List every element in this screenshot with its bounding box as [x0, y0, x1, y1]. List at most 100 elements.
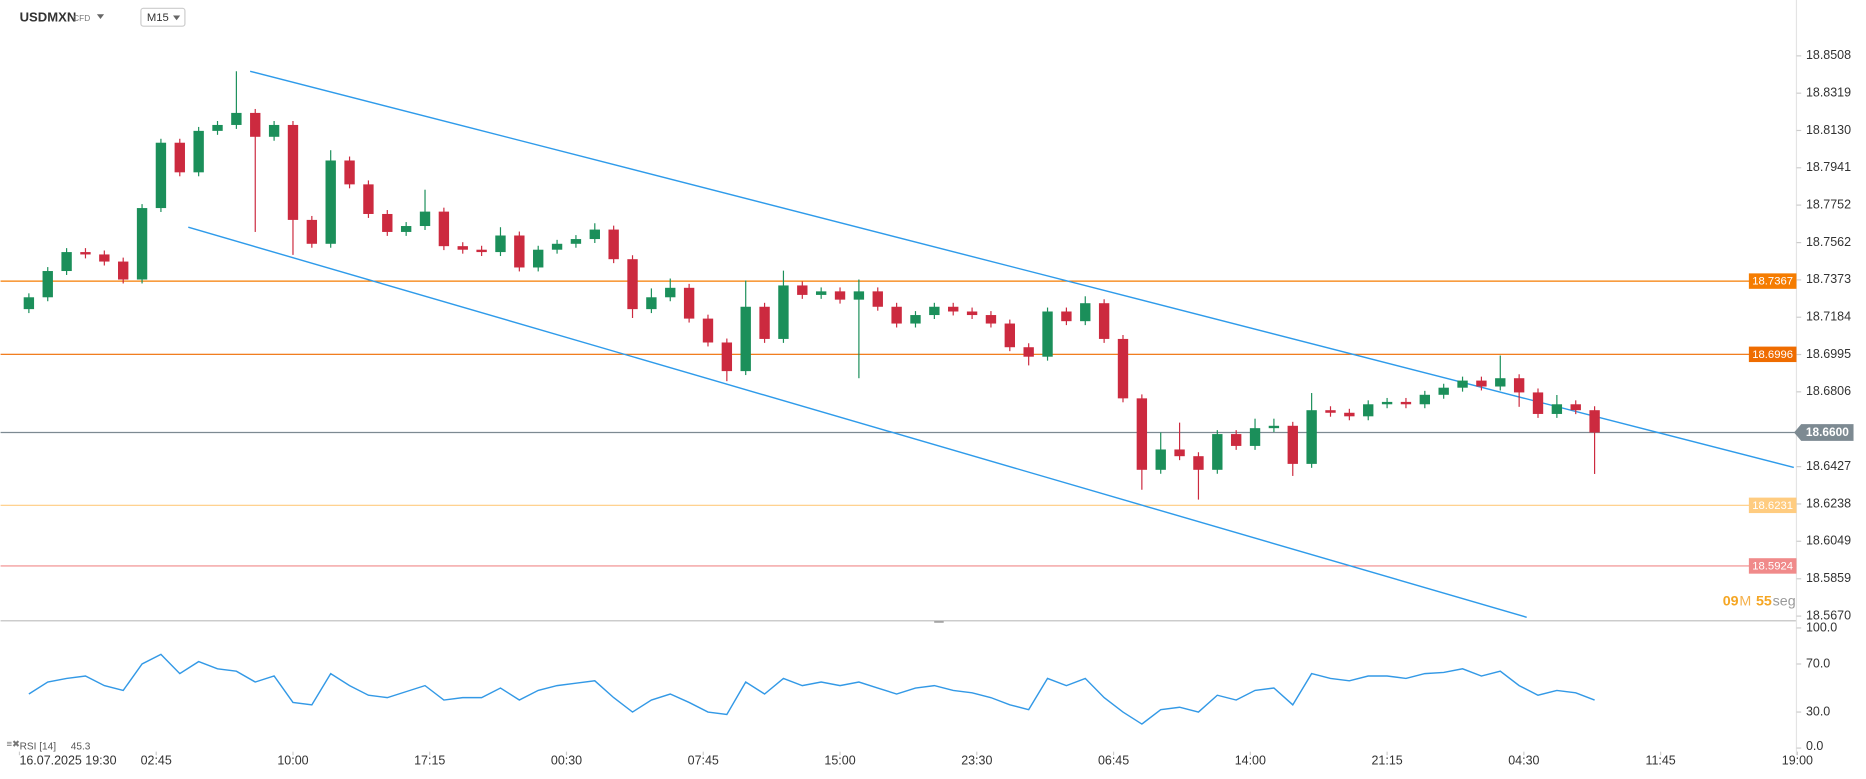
x-tick-label: 15:00 — [824, 753, 855, 767]
candle-body — [665, 287, 676, 298]
candle-body — [99, 254, 110, 262]
candle-body — [1042, 311, 1053, 357]
candle-body — [1268, 425, 1280, 429]
candle-body — [42, 271, 53, 298]
candle-body — [1287, 425, 1298, 464]
candle-body — [910, 315, 921, 324]
candle-body — [1249, 428, 1261, 446]
y-tick-label: 18.6995 — [1806, 347, 1851, 361]
candle-body — [627, 259, 638, 310]
y-tick-label: 18.7562 — [1806, 235, 1851, 249]
candle-body — [589, 229, 600, 240]
candle-body — [1230, 434, 1242, 446]
x-tick-label: 04:30 — [1508, 753, 1539, 767]
y-tick-label: 18.6427 — [1806, 459, 1851, 473]
candle-body — [287, 124, 299, 220]
y-tick-label: 18.6238 — [1806, 496, 1851, 510]
candle-body — [268, 124, 280, 137]
candle-body — [382, 213, 393, 232]
x-tick-label: 11:45 — [1645, 753, 1675, 767]
candle-body — [608, 229, 619, 260]
candle-body — [1570, 404, 1581, 411]
candle-body — [174, 142, 185, 173]
symbol[interactable]: USDMXN — [20, 9, 77, 24]
x-tick-label: 17:15 — [414, 753, 445, 767]
timeframe-box[interactable] — [140, 7, 186, 27]
candle-body — [985, 315, 997, 324]
candle-body — [853, 291, 865, 300]
y-tick-label: 18.7184 — [1806, 310, 1851, 324]
countdown-seconds: 55 — [1756, 594, 1772, 610]
candle-body — [834, 291, 846, 300]
level-label: 18.5924 — [1752, 561, 1793, 573]
candle-body — [1589, 410, 1600, 433]
x-tick-label: 00:30 — [551, 753, 582, 767]
header: USDMXN CFD M15 — [20, 7, 186, 27]
rsi-last: 45.3 — [71, 742, 91, 753]
candle-body — [1325, 410, 1336, 413]
candle-body — [1344, 412, 1355, 417]
candle-body — [476, 249, 487, 253]
candle-body — [1080, 303, 1091, 322]
rsi-line — [28, 653, 1595, 725]
timeframe-dropdown[interactable] — [173, 15, 181, 21]
candle-body — [1457, 380, 1468, 388]
level-tag — [1748, 273, 1797, 289]
candle-body — [646, 297, 657, 310]
symbol-dropdown[interactable] — [96, 14, 105, 20]
candle-body — [1363, 404, 1374, 417]
candle-body — [1551, 404, 1563, 414]
countdown-minutes: 09 — [1723, 594, 1739, 610]
level-label: 18.6231 — [1752, 500, 1793, 512]
candle-body — [400, 226, 412, 232]
rsi-tick-label: 100.0 — [1806, 620, 1837, 634]
x-tick-label: 16.07.2025 19:30 — [19, 753, 116, 767]
candle-body — [495, 235, 506, 253]
candle-body — [231, 112, 242, 125]
timeframe[interactable]: M15 — [147, 12, 169, 24]
candle-body — [1004, 323, 1015, 348]
y-tick-label: 18.8130 — [1806, 123, 1851, 137]
candle-body — [193, 130, 204, 173]
candle-body — [1061, 311, 1072, 322]
candle-body — [363, 184, 374, 214]
candle-body — [514, 235, 525, 268]
candle-body — [929, 306, 940, 316]
x-tick-label: 21:15 — [1371, 753, 1402, 767]
x-tick-label: 19:00 — [1782, 753, 1813, 767]
candle-body — [80, 252, 91, 255]
candle-body — [891, 306, 902, 324]
candle-body — [344, 160, 355, 185]
candle-body — [1306, 410, 1317, 464]
candle-body — [155, 142, 167, 209]
candle-body — [1174, 449, 1185, 457]
rsi-tick-label: 0.0 — [1806, 739, 1823, 753]
candle-body — [966, 311, 978, 316]
candle-body — [325, 160, 336, 244]
y-tick-label: 18.5859 — [1806, 571, 1851, 585]
candle-body — [1513, 378, 1525, 393]
candle-body — [1117, 338, 1129, 399]
candle-body — [1136, 398, 1148, 470]
x-tick-label: 10:00 — [277, 753, 308, 767]
level-tag — [1748, 497, 1797, 514]
candle-body — [533, 249, 544, 268]
y-tick-label: 18.6806 — [1806, 384, 1851, 398]
candle-body — [778, 285, 789, 339]
level-tag — [1748, 346, 1797, 363]
countdown: 09 M 55 seg — [1723, 594, 1796, 610]
x-tick-label: 06:45 — [1098, 753, 1129, 767]
candle-body — [1212, 434, 1223, 470]
candle-body — [721, 342, 733, 372]
y-tick-label: 18.8319 — [1806, 85, 1851, 99]
last-price-tag — [1794, 424, 1854, 441]
candle-body — [118, 261, 129, 280]
level-label: 18.6996 — [1752, 349, 1793, 361]
x-tick-label: 07:45 — [688, 753, 719, 767]
candle-body — [306, 219, 318, 244]
rsi-icons[interactable]: ≡✖ — [7, 739, 21, 750]
candle-body — [1193, 456, 1204, 470]
rsi-tick-label: 70.0 — [1806, 656, 1830, 670]
